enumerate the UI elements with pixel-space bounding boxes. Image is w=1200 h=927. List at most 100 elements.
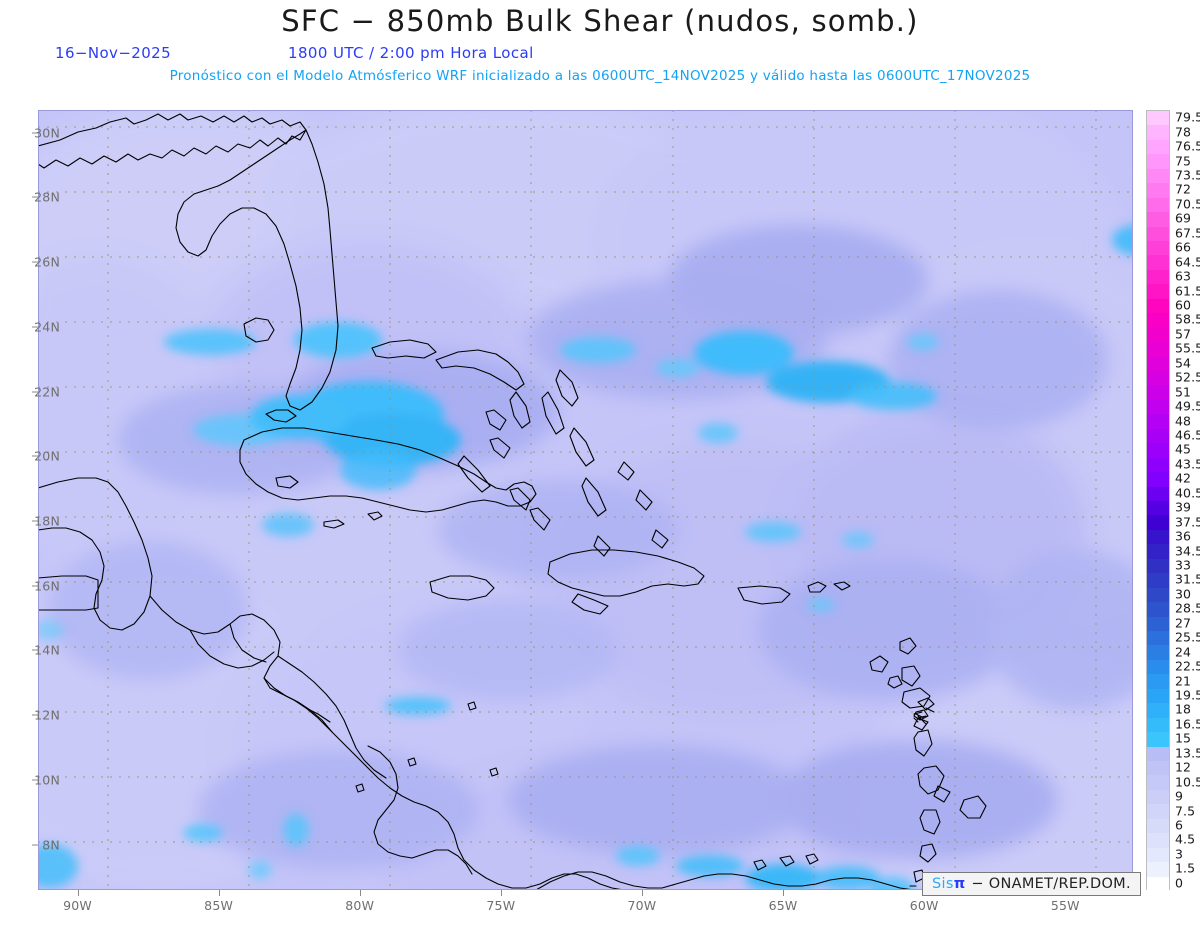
colorbar-swatch[interactable] — [1147, 183, 1169, 199]
colorbar-swatch[interactable] — [1147, 269, 1169, 285]
colorbar-tick-label: 34.5 — [1175, 543, 1200, 559]
lat-tick — [32, 196, 38, 198]
colorbar-swatch[interactable] — [1147, 168, 1169, 184]
colorbar-swatch[interactable] — [1147, 515, 1169, 531]
colorbar-tick-label: 24 — [1175, 644, 1192, 660]
colorbar-swatch[interactable] — [1147, 789, 1169, 805]
provider-logo: Sis π − ONAMET/REP.DOM. — [922, 872, 1141, 896]
logo-pi-icon: π — [953, 876, 966, 892]
colorbar-swatch[interactable] — [1147, 125, 1169, 141]
colorbar-swatch[interactable] — [1147, 529, 1169, 545]
lon-tick — [783, 890, 785, 896]
colorbar-tick-label: 70.5 — [1175, 196, 1200, 212]
colorbar-swatch[interactable] — [1147, 501, 1169, 517]
lat-tick — [32, 455, 38, 457]
lon-label: 70W — [627, 898, 657, 913]
colorbar-tick-label: 58.5 — [1175, 311, 1200, 327]
lat-label: 28N — [34, 189, 60, 205]
colorbar-swatch[interactable] — [1147, 818, 1169, 834]
colorbar-swatch[interactable] — [1147, 703, 1169, 719]
colorbar-tick-label: 63 — [1175, 268, 1192, 284]
colorbar-swatch[interactable] — [1147, 327, 1169, 343]
colorbar-swatch[interactable] — [1147, 544, 1169, 560]
colorbar-swatch[interactable] — [1147, 587, 1169, 603]
colorbar-swatch[interactable] — [1147, 472, 1169, 488]
forecast-subline: 16−Nov−2025 1800 UTC / 2:00 pm Hora Loca… — [0, 44, 1200, 64]
colorbar-swatch[interactable] — [1147, 659, 1169, 675]
colorbar-swatch[interactable] — [1147, 443, 1169, 459]
colorbar-swatch[interactable] — [1147, 616, 1169, 632]
colorbar-swatch[interactable] — [1147, 775, 1169, 791]
colorbar-tick-label: 48 — [1175, 413, 1192, 429]
colorbar-swatch[interactable] — [1147, 414, 1169, 430]
colorbar-swatch[interactable] — [1147, 732, 1169, 748]
lat-tick — [32, 585, 38, 587]
colorbar-swatch[interactable] — [1147, 688, 1169, 704]
colorbar-swatch[interactable] — [1147, 876, 1169, 892]
colorbar-tick-label: 78 — [1175, 124, 1192, 140]
colorbar-swatch[interactable] — [1147, 804, 1169, 820]
colorbar-swatch[interactable] — [1147, 457, 1169, 473]
colorbar-swatch[interactable] — [1147, 558, 1169, 574]
colorbar-swatch[interactable] — [1147, 342, 1169, 358]
colorbar-swatch[interactable] — [1147, 631, 1169, 647]
lon-tick — [218, 890, 220, 896]
forecast-date: 16−Nov−2025 — [55, 44, 172, 62]
forecast-time: 1800 UTC / 2:00 pm Hora Local — [288, 44, 534, 62]
colorbar-swatch[interactable] — [1147, 674, 1169, 690]
colorbar-swatch[interactable] — [1147, 197, 1169, 213]
colorbar-tick-label: 69 — [1175, 210, 1192, 226]
colorbar-swatch[interactable] — [1147, 746, 1169, 762]
colorbar-tick-label: 36 — [1175, 528, 1192, 544]
colorbar-swatch[interactable] — [1147, 761, 1169, 777]
colorbar-tick-label: 0 — [1175, 875, 1184, 891]
colorbar-swatch[interactable] — [1147, 717, 1169, 733]
colorbar-tick-label: 54 — [1175, 355, 1192, 371]
lat-label: 24N — [34, 319, 60, 335]
lat-label: 16N — [34, 578, 60, 594]
colorbar-tick-label: 13.5 — [1175, 745, 1200, 761]
colorbar-swatch[interactable] — [1147, 428, 1169, 444]
map-panel[interactable] — [38, 110, 1133, 890]
colorbar-swatch[interactable] — [1147, 573, 1169, 589]
colorbar-swatch[interactable] — [1147, 226, 1169, 242]
colorbar-swatch[interactable] — [1147, 356, 1169, 372]
colorbar[interactable] — [1146, 110, 1170, 892]
colorbar-tick-label: 79.5 — [1175, 109, 1200, 125]
lon-tick — [359, 890, 361, 896]
colorbar-swatch[interactable] — [1147, 139, 1169, 155]
logo-sis-text: Sis — [932, 876, 954, 892]
lat-label: 18N — [34, 513, 60, 529]
colorbar-tick-label: 6 — [1175, 817, 1184, 833]
forecast-description: Pronóstico con el Modelo Atmósferico WRF… — [169, 68, 1031, 84]
colorbar-tick-label: 66 — [1175, 239, 1192, 255]
colorbar-swatch[interactable] — [1147, 862, 1169, 878]
lon-label: 90W — [63, 898, 92, 913]
colorbar-swatch[interactable] — [1147, 847, 1169, 863]
colorbar-swatch[interactable] — [1147, 111, 1169, 127]
colorbar-tick-label: 27 — [1175, 615, 1192, 631]
colorbar-tick-label: 51 — [1175, 384, 1192, 400]
lat-tick — [32, 844, 38, 846]
colorbar-swatch[interactable] — [1147, 313, 1169, 329]
colorbar-swatch[interactable] — [1147, 255, 1169, 271]
colorbar-swatch[interactable] — [1147, 645, 1169, 661]
colorbar-swatch[interactable] — [1147, 833, 1169, 849]
colorbar-swatch[interactable] — [1147, 486, 1169, 502]
colorbar-swatch[interactable] — [1147, 154, 1169, 170]
colorbar-swatch[interactable] — [1147, 284, 1169, 300]
colorbar-tick-label: 52.5 — [1175, 369, 1200, 385]
colorbar-swatch[interactable] — [1147, 212, 1169, 228]
colorbar-swatch[interactable] — [1147, 399, 1169, 415]
lon-label: 65W — [768, 898, 798, 913]
colorbar-tick-label: 4.5 — [1175, 831, 1196, 847]
colorbar-swatch[interactable] — [1147, 241, 1169, 257]
colorbar-swatch[interactable] — [1147, 602, 1169, 618]
colorbar-swatch[interactable] — [1147, 298, 1169, 314]
lat-label: 26N — [34, 254, 60, 270]
shear-heatmap[interactable] — [38, 110, 1133, 890]
colorbar-swatch[interactable] — [1147, 371, 1169, 387]
colorbar-swatch[interactable] — [1147, 385, 1169, 401]
colorbar-tick-label: 46.5 — [1175, 427, 1200, 443]
colorbar-tick-label: 1.5 — [1175, 860, 1196, 876]
